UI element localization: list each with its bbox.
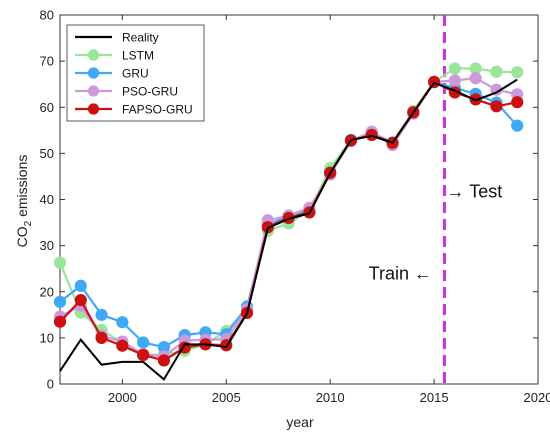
annotation-test: → Test xyxy=(447,182,503,202)
x-tick-label: 2005 xyxy=(212,390,241,405)
data-point xyxy=(490,100,503,113)
legend-swatch-marker xyxy=(87,67,100,79)
legend: Reality LSTM GRU PSO-GRU FAPSO-GRU xyxy=(66,24,205,122)
data-point xyxy=(53,256,67,269)
y-tick-label: 0 xyxy=(47,377,54,392)
data-point xyxy=(448,62,461,75)
legend-entry-gru: GRU xyxy=(122,67,149,81)
data-point xyxy=(74,279,87,292)
data-point xyxy=(53,295,67,308)
y-tick-label: 30 xyxy=(40,238,54,253)
data-point xyxy=(137,348,150,362)
annotations: → Test Train ← xyxy=(369,182,503,284)
series-group xyxy=(53,62,524,381)
data-point xyxy=(74,293,87,307)
legend-swatch-marker xyxy=(87,49,100,61)
data-point xyxy=(511,119,524,132)
y-tick-label: 80 xyxy=(40,8,54,23)
data-point xyxy=(116,316,129,329)
legend-entry-lstm: LSTM xyxy=(122,49,154,63)
y-tick-label: 40 xyxy=(40,192,54,207)
y-tick-label: 70 xyxy=(40,54,54,69)
data-point xyxy=(116,339,129,352)
data-point xyxy=(511,96,524,109)
axis-labels: year CO2 emissions xyxy=(14,155,314,430)
x-axis-label: year xyxy=(286,414,314,430)
data-point xyxy=(95,331,108,344)
x-tick-label: 2000 xyxy=(108,390,137,405)
data-point xyxy=(469,72,482,85)
y-axis-label: CO2 emissions xyxy=(14,155,34,248)
axes: 2000 2005 2010 2015 2020 0 10 20 30 40 50 60 70 80 xyxy=(40,8,550,406)
legend-swatch-marker xyxy=(87,85,100,97)
data-point xyxy=(53,315,67,328)
series-reality xyxy=(59,78,518,381)
legend-entry-pso-gru: PSO-GRU xyxy=(122,85,178,99)
legend-entry-fapso-gru: FAPSO-GRU xyxy=(122,103,193,117)
data-point xyxy=(448,74,461,87)
data-point xyxy=(137,336,150,349)
x-tick-label: 2015 xyxy=(420,390,449,405)
y-tick-label: 10 xyxy=(40,330,54,345)
y-axis-label-main: CO xyxy=(14,226,30,247)
y-tick-label: 20 xyxy=(40,284,54,299)
y-tick-label: 50 xyxy=(40,146,54,161)
data-point xyxy=(490,65,503,78)
series-line-reality xyxy=(59,78,518,381)
x-tick-label: 2020 xyxy=(524,390,550,405)
data-point xyxy=(157,354,171,367)
x-tick-label: 2010 xyxy=(316,390,345,405)
data-point xyxy=(511,66,524,79)
legend-swatch-marker xyxy=(87,103,100,115)
legend-entry-reality: Reality xyxy=(122,31,159,45)
data-point xyxy=(95,308,108,321)
y-axis-label-rest: emissions xyxy=(14,155,30,221)
y-tick-label: 60 xyxy=(40,100,54,115)
annotation-train: Train ← xyxy=(369,263,432,283)
y-axis-label-subscript: 2 xyxy=(23,220,34,226)
